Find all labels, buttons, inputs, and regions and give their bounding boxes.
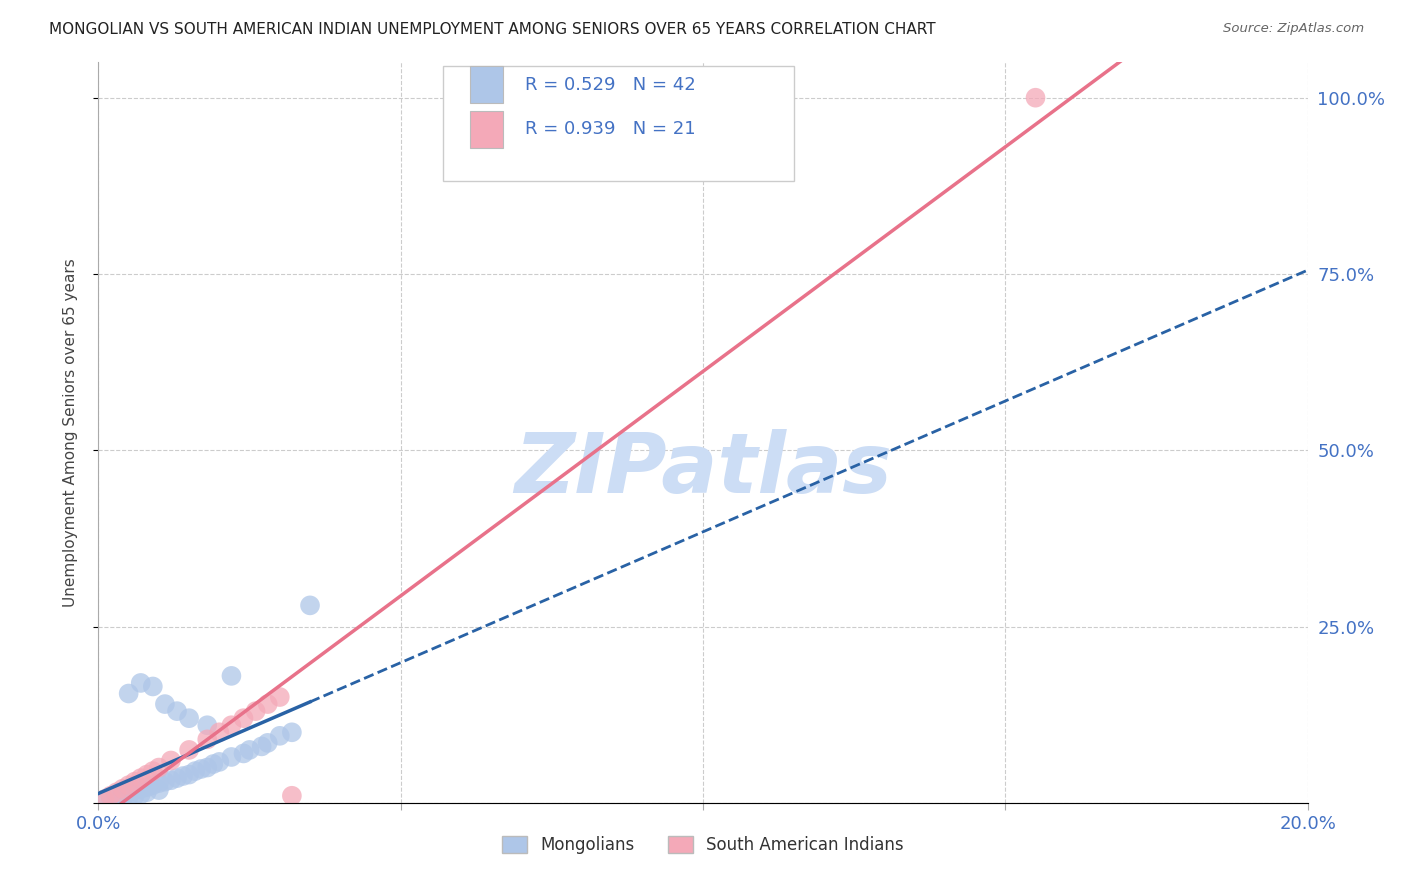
Point bbox=[281, 725, 304, 739]
Point bbox=[118, 778, 141, 792]
Point bbox=[172, 769, 194, 783]
Point bbox=[195, 718, 218, 732]
Point bbox=[190, 762, 212, 776]
Point bbox=[269, 690, 291, 704]
Point bbox=[245, 704, 267, 718]
Text: ZIPatlas: ZIPatlas bbox=[515, 429, 891, 510]
Point bbox=[124, 783, 146, 797]
Point bbox=[135, 780, 157, 795]
Point bbox=[256, 736, 278, 750]
Point bbox=[160, 754, 183, 768]
Point bbox=[135, 767, 157, 781]
Text: MONGOLIAN VS SOUTH AMERICAN INDIAN UNEMPLOYMENT AMONG SENIORS OVER 65 YEARS CORR: MONGOLIAN VS SOUTH AMERICAN INDIAN UNEMP… bbox=[49, 22, 936, 37]
Point bbox=[195, 760, 218, 774]
Point bbox=[129, 781, 152, 796]
Y-axis label: Unemployment Among Seniors over 65 years: Unemployment Among Seniors over 65 years bbox=[63, 259, 77, 607]
Point bbox=[160, 773, 183, 788]
Point bbox=[129, 788, 152, 802]
Point bbox=[118, 790, 141, 805]
Point bbox=[148, 783, 170, 797]
Point bbox=[179, 711, 201, 725]
Legend: Mongolians, South American Indians: Mongolians, South American Indians bbox=[495, 830, 911, 861]
Point bbox=[232, 711, 254, 725]
Point bbox=[195, 732, 218, 747]
Point bbox=[118, 686, 141, 700]
Point bbox=[129, 771, 152, 785]
Point bbox=[93, 792, 115, 806]
Point bbox=[100, 790, 122, 805]
Point bbox=[299, 599, 322, 613]
Text: Source: ZipAtlas.com: Source: ZipAtlas.com bbox=[1223, 22, 1364, 36]
Bar bbox=[470, 111, 503, 147]
Text: R = 0.939   N = 21: R = 0.939 N = 21 bbox=[526, 120, 696, 138]
Point bbox=[256, 697, 278, 711]
Point bbox=[179, 743, 201, 757]
Point bbox=[166, 771, 188, 785]
Text: R = 0.529   N = 42: R = 0.529 N = 42 bbox=[526, 76, 696, 94]
Point bbox=[221, 669, 243, 683]
Point bbox=[184, 764, 207, 778]
Point bbox=[148, 776, 170, 790]
Point bbox=[221, 718, 243, 732]
Point bbox=[100, 789, 122, 803]
Point bbox=[202, 757, 225, 772]
Point bbox=[118, 785, 141, 799]
Point bbox=[124, 774, 146, 789]
Point bbox=[1024, 91, 1046, 105]
Point bbox=[153, 697, 176, 711]
Point bbox=[142, 680, 165, 694]
Point bbox=[129, 676, 152, 690]
Point bbox=[148, 760, 170, 774]
Point bbox=[232, 747, 254, 761]
Point bbox=[153, 774, 176, 789]
Point bbox=[93, 792, 115, 806]
Point bbox=[135, 785, 157, 799]
Point bbox=[124, 789, 146, 803]
Point bbox=[105, 785, 128, 799]
Point bbox=[142, 778, 165, 792]
Point bbox=[142, 764, 165, 778]
Point bbox=[250, 739, 273, 754]
Point bbox=[166, 704, 188, 718]
Bar bbox=[470, 66, 503, 103]
Point bbox=[179, 767, 201, 781]
Point bbox=[105, 789, 128, 803]
Point bbox=[208, 725, 231, 739]
Point bbox=[269, 729, 291, 743]
Point bbox=[111, 781, 134, 796]
FancyBboxPatch shape bbox=[443, 66, 793, 181]
Point bbox=[111, 792, 134, 806]
Point bbox=[239, 743, 262, 757]
Point bbox=[208, 755, 231, 769]
Point bbox=[221, 750, 243, 764]
Point bbox=[111, 788, 134, 802]
Point bbox=[281, 789, 304, 803]
